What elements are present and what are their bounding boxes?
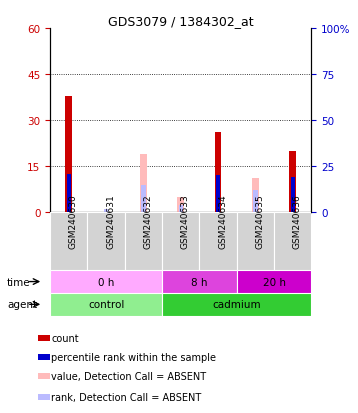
Bar — [38, 373, 49, 379]
Bar — [289, 152, 296, 213]
Bar — [141, 185, 146, 213]
Text: GSM240636: GSM240636 — [293, 194, 302, 249]
Text: percentile rank within the sample: percentile rank within the sample — [52, 352, 217, 362]
Text: GSM240635: GSM240635 — [256, 194, 265, 249]
Bar — [162, 271, 237, 293]
Bar — [237, 271, 311, 293]
Bar — [162, 213, 199, 271]
Text: time: time — [7, 277, 31, 287]
Text: 0 h: 0 h — [98, 277, 114, 287]
Title: GDS3079 / 1384302_at: GDS3079 / 1384302_at — [108, 15, 253, 28]
Bar — [50, 293, 162, 316]
Text: rank, Detection Call = ABSENT: rank, Detection Call = ABSENT — [52, 392, 202, 402]
Bar — [274, 213, 311, 271]
Bar — [104, 209, 108, 213]
Text: 20 h: 20 h — [263, 277, 286, 287]
Text: GSM240634: GSM240634 — [218, 194, 227, 249]
Text: count: count — [52, 333, 79, 343]
Text: 8 h: 8 h — [191, 277, 208, 287]
Text: GSM240631: GSM240631 — [106, 194, 115, 249]
Bar — [140, 154, 147, 213]
Bar — [215, 133, 222, 213]
Bar — [178, 197, 184, 213]
Bar — [252, 179, 259, 213]
Text: GSM240630: GSM240630 — [69, 194, 78, 249]
Bar — [87, 213, 125, 271]
Text: cadmium: cadmium — [213, 299, 261, 310]
Text: agent: agent — [7, 299, 37, 310]
Text: GSM240633: GSM240633 — [181, 194, 190, 249]
Bar — [50, 271, 162, 293]
Bar — [179, 205, 183, 213]
Bar — [253, 191, 258, 213]
Bar — [38, 354, 49, 360]
Bar — [291, 178, 295, 213]
Text: GSM240632: GSM240632 — [144, 194, 153, 249]
Bar — [50, 213, 87, 271]
Bar — [38, 335, 49, 341]
Bar — [66, 96, 72, 213]
Bar — [237, 213, 274, 271]
Bar — [199, 213, 237, 271]
Bar — [125, 213, 162, 271]
Bar — [216, 176, 221, 213]
Bar — [38, 394, 49, 400]
Text: value, Detection Call = ABSENT: value, Detection Call = ABSENT — [52, 371, 207, 381]
Bar — [67, 174, 71, 213]
Text: control: control — [88, 299, 124, 310]
Bar — [162, 293, 311, 316]
